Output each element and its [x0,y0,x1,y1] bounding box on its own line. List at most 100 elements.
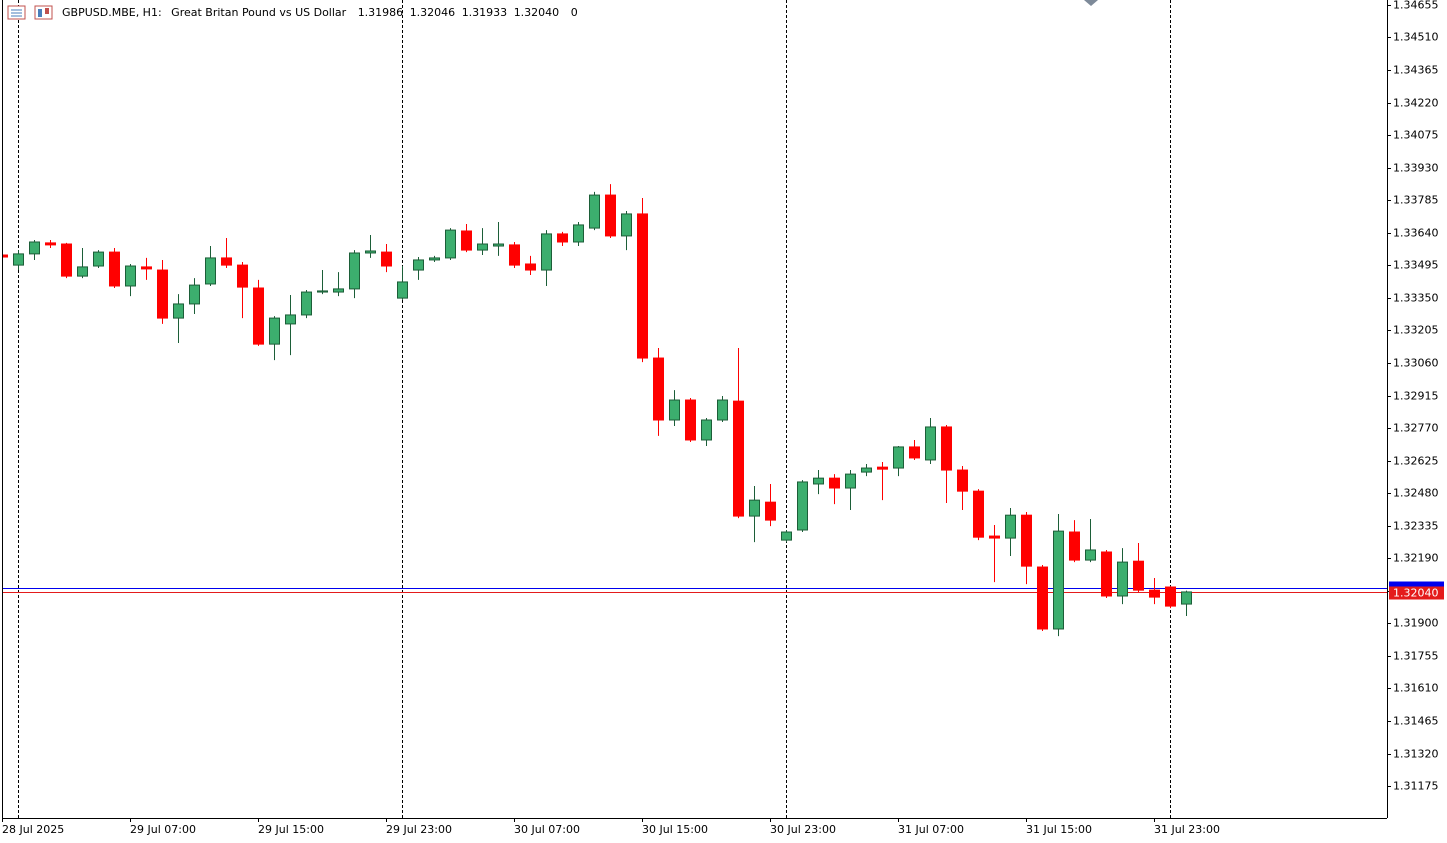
candle-body [317,290,328,293]
tick-volume: 0 [571,6,578,19]
candle-body [1101,551,1112,597]
candle [1037,565,1048,632]
candle-body [573,224,584,243]
candle-body [717,399,728,421]
y-tick-label: 1.33495 [1393,259,1439,272]
y-tick-label: 1.33930 [1393,162,1439,175]
candle [749,485,760,543]
x-tick-label: 31 Jul 07:00 [898,823,964,836]
candle [125,263,136,297]
candle [1133,543,1144,593]
candle [3,254,8,258]
y-tick-label: 1.32480 [1393,487,1439,500]
candle [237,261,248,319]
candle [1005,507,1016,557]
candle-body [685,399,696,441]
candle-body [237,264,248,288]
bid-price-label: 1.32040 [1393,587,1439,600]
candle-body [557,233,568,243]
candle [77,248,88,279]
candle [605,184,616,238]
candle-body [173,303,184,319]
candle-body [477,243,488,251]
candle [957,466,968,511]
candle-body [1181,591,1192,605]
candle [1053,514,1064,637]
y-tick-label: 1.32770 [1393,422,1439,435]
candle-body [941,426,952,471]
candle [317,270,328,295]
candle-body [269,317,280,345]
candle [669,390,680,427]
candle [941,424,952,504]
candle-body [1149,589,1160,598]
candle-body [205,257,216,285]
candle-body [3,254,8,258]
candle-body [845,473,856,489]
candle-body [461,230,472,251]
y-tick-label: 1.32190 [1393,552,1439,565]
candle [397,266,408,300]
candle-body [1117,561,1128,597]
time-axis: 28 Jul 2025 29 Jul 07:00 29 Jul 15:00 29 Ju… [2,818,1220,836]
candle-body [781,531,792,541]
price-axis: 1.34655 1.34510 1.34365 1.34220 1.34075 1.339… [1387,0,1439,793]
candle-body [1053,530,1064,630]
candle-body [509,244,520,266]
candle [733,347,744,519]
candle-body [909,446,920,459]
y-tick-label: 1.34075 [1393,129,1439,142]
x-tick-label: 29 Jul 15:00 [258,823,324,836]
candle-body [813,477,824,485]
candle [1021,512,1032,585]
x-tick-label: 30 Jul 07:00 [514,823,580,836]
candle [29,239,40,260]
x-tick-label: 30 Jul 15:00 [642,823,708,836]
candle-body [1069,531,1080,561]
candle-body [653,357,664,421]
x-tick-label: 29 Jul 23:00 [386,823,452,836]
y-tick-label: 1.32335 [1393,520,1439,533]
y-tick-label: 1.32915 [1393,390,1439,403]
candle-body [541,233,552,271]
candle-body [1165,586,1176,607]
y-tick-label: 1.33350 [1393,292,1439,305]
candle [253,279,264,346]
candle-body [797,481,808,531]
y-tick-label: 1.33060 [1393,357,1439,370]
candle-body [861,467,872,473]
y-tick-label: 1.34220 [1393,97,1439,110]
candle [477,228,488,256]
x-tick-label: 28 Jul 2025 [2,823,64,836]
candle-body [925,426,936,461]
candle [461,224,472,253]
ohlc-low: 1.31933 [462,6,508,19]
candle [541,230,552,286]
candle [445,228,456,260]
candle [173,294,184,344]
candle-body [1021,514,1032,567]
candle-body [973,490,984,538]
candle-body [877,466,888,470]
ohlc-close: 1.32040 [514,6,560,19]
candle [1165,586,1176,609]
chart-icon [34,5,53,20]
candle [637,197,648,363]
plot-area [3,184,1387,637]
bid-price-box [1389,586,1444,600]
candle-body [701,419,712,441]
candle [989,525,1000,583]
menu-icon [7,5,26,20]
candle [1181,590,1192,616]
candle-body [957,469,968,492]
candle [205,246,216,286]
candle [861,463,872,477]
candle-body [221,257,232,266]
symbol: GBPUSD.MBE, H1: [62,6,162,19]
candle-body [301,291,312,316]
candle-body [381,251,392,267]
candle [557,231,568,247]
candle-body [189,284,200,305]
candle [1085,518,1096,563]
candle [877,461,888,501]
